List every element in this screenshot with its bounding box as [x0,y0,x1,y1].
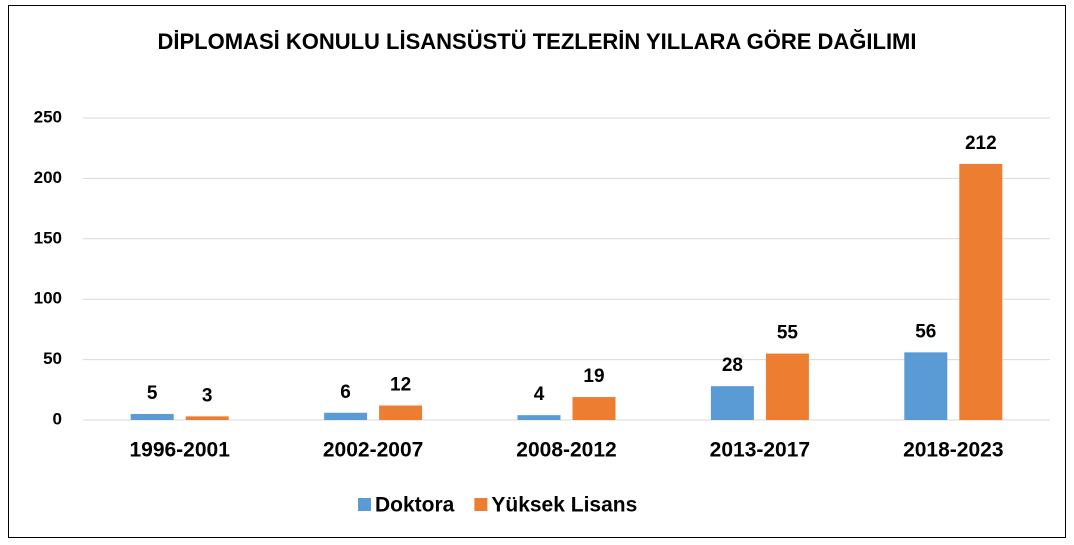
data-label: 19 [583,366,604,387]
bar [517,415,561,420]
data-label: 5 [147,383,158,404]
x-tick-label: 1996-2001 [129,439,230,462]
x-tick-label: 2013-2017 [710,439,810,462]
chart-border [8,5,1066,538]
chart-title: DİPLOMASİ KONULU LİSANSÜSTÜ TEZLERİN YIL… [157,29,917,54]
data-label: 56 [915,321,936,342]
bar [379,405,423,420]
bar [185,416,229,420]
bar [959,163,1003,421]
data-label: 4 [534,384,545,405]
x-tick-label: 2008-2012 [516,439,616,462]
x-tick-label: 2002-2007 [323,439,423,462]
y-tick-label: 0 [53,409,62,428]
legend-label: Doktora [375,494,455,517]
y-tick-label: 250 [34,107,62,126]
bar [572,397,616,420]
y-tick-label: 50 [43,349,62,368]
y-tick-label: 200 [34,168,62,187]
bar [324,412,368,420]
bar [904,352,948,420]
data-label: 6 [340,382,351,403]
data-label: 28 [722,355,743,376]
bar [765,353,809,420]
y-tick-label: 100 [34,289,62,308]
bar [130,413,174,420]
data-label: 212 [965,133,997,154]
y-tick-label: 150 [34,228,62,247]
x-tick-label: 2018-2023 [903,439,1003,462]
data-label: 12 [390,375,411,396]
legend-swatch [474,498,488,511]
legend-swatch [358,498,371,511]
data-label: 55 [777,323,799,344]
data-label: 3 [202,385,213,406]
legend-label: Yüksek Lisans [491,494,637,517]
bar [710,386,754,420]
